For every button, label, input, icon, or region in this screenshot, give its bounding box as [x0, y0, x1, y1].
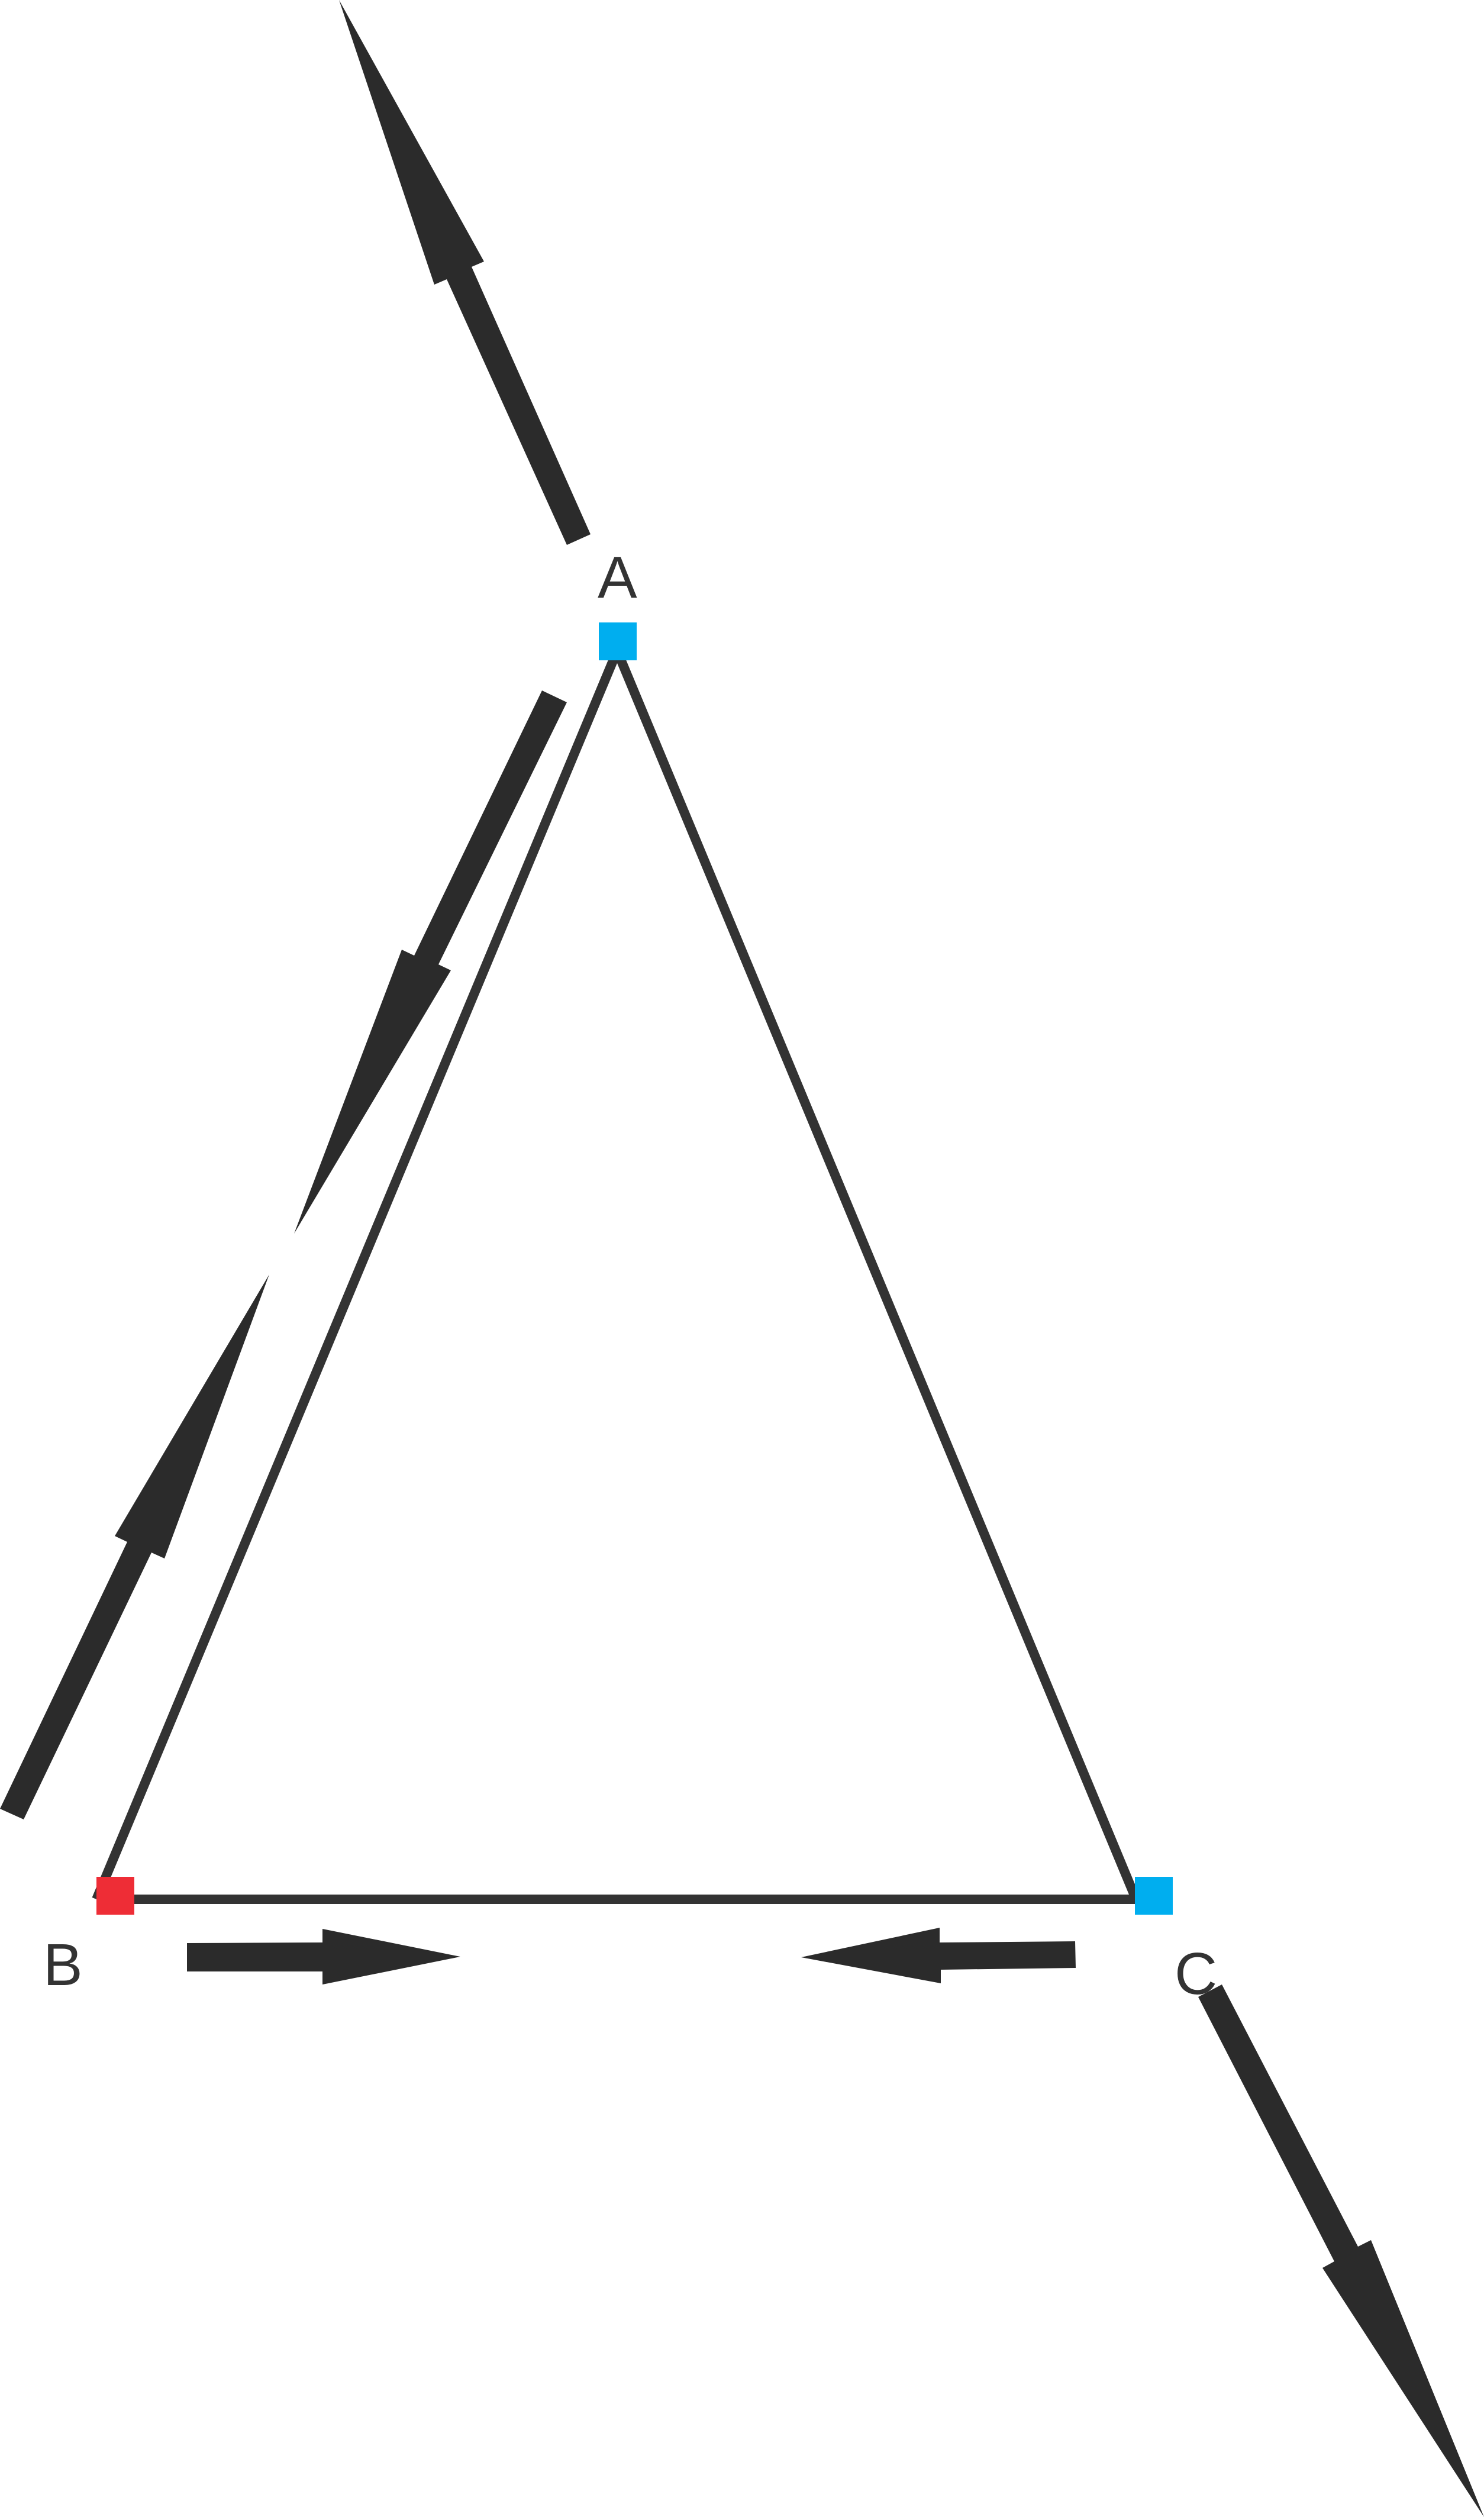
arrow-c-to-b [801, 1928, 1076, 1983]
vertex-a-marker[interactable] [599, 622, 637, 660]
edge-ab [92, 648, 622, 1902]
edge-ac [612, 648, 1141, 1902]
vertex-a-label: A [598, 544, 637, 611]
arrow-b-to-a [0, 1274, 269, 1819]
arrow-b-to-c [187, 1929, 460, 1984]
vertex-b-label: B [43, 1932, 83, 1998]
vertex-c-marker[interactable] [1135, 1877, 1173, 1915]
arrow-out-of-c [1198, 1984, 1484, 2517]
arrow-out-of-a [339, 0, 591, 545]
arrow-a-to-b [294, 690, 567, 1234]
vertex-b-marker[interactable] [96, 1877, 134, 1915]
